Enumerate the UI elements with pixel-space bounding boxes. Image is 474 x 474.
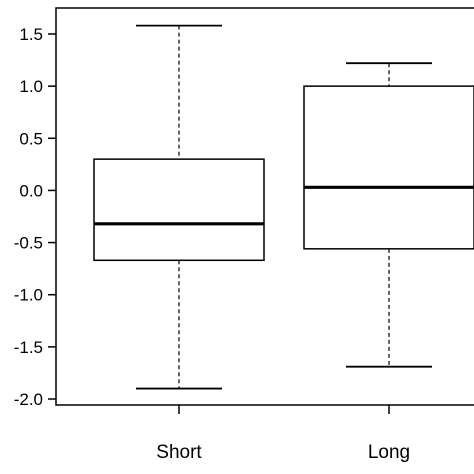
iqr-box <box>303 85 474 250</box>
y-tick-label: 1.5 <box>19 25 43 44</box>
box-short <box>93 24 265 390</box>
y-tick-label: 0.0 <box>19 181 43 200</box>
x-category-label: Short <box>156 442 202 463</box>
x-axis: Short Long <box>156 405 410 463</box>
y-tick-label: -0.5 <box>14 234 43 253</box>
box-long <box>303 62 474 368</box>
box-series <box>93 24 474 390</box>
y-tick-label: -1.5 <box>14 338 43 357</box>
x-category-label: Long <box>368 442 410 463</box>
plot-frame <box>55 7 474 406</box>
iqr-box <box>93 158 265 262</box>
y-tick-label: 0.5 <box>19 129 43 148</box>
y-tick-label: 1.0 <box>19 77 43 96</box>
y-tick-label: -1.0 <box>14 286 43 305</box>
y-axis: 1.5 1.0 0.5 0.0 -0.5 -1.0 -1.5 -2.0 <box>14 25 56 409</box>
y-tick-label: -2.0 <box>14 390 43 409</box>
